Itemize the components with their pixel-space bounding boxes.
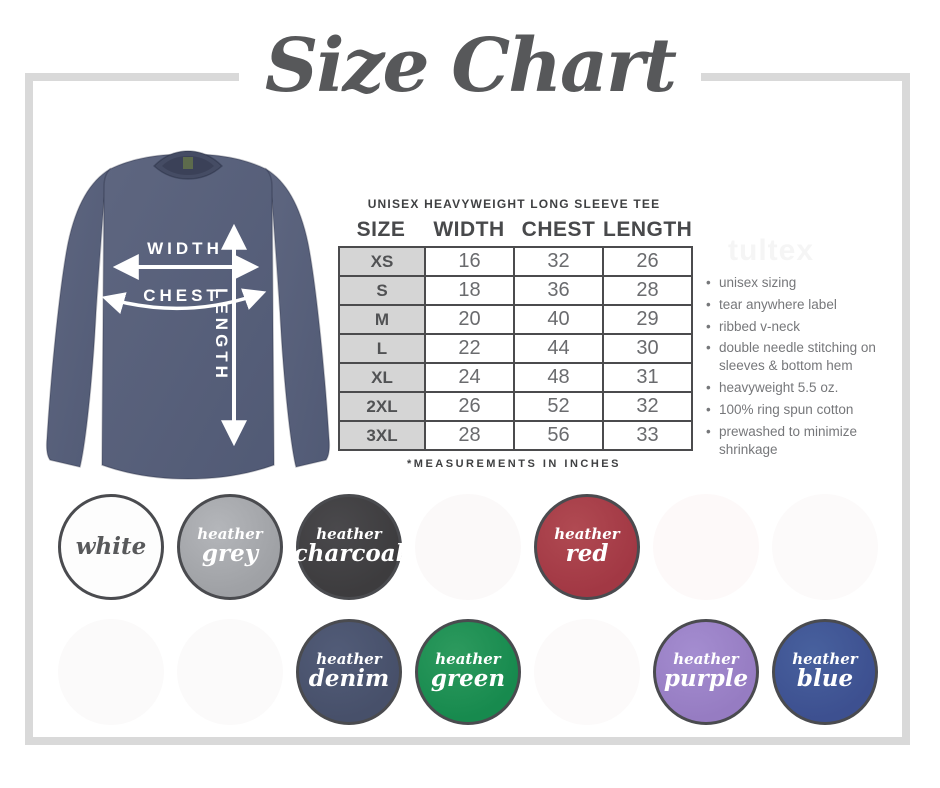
- measurement-cell: 44: [513, 333, 604, 364]
- color-swatch-row-1: white heather grey heather charcoal heather re…: [58, 494, 878, 600]
- swatch-label-prefix: heather: [316, 650, 382, 669]
- swatch-label-prefix: heather: [792, 650, 858, 669]
- feature-item: prewashed to minimize shrinkage: [706, 423, 911, 459]
- faded-color-swatch: [772, 494, 878, 600]
- size-label-cell: XL: [338, 362, 426, 393]
- color-swatch-heather-red: heather red: [534, 494, 640, 600]
- measurement-cell: 16: [424, 246, 515, 277]
- measurement-cell: 26: [424, 391, 515, 422]
- swatch-label: denim: [308, 665, 390, 693]
- feature-item: unisex sizing: [706, 274, 911, 292]
- feature-item: tear anywhere label: [706, 296, 911, 314]
- swatch-label-prefix: heather: [673, 650, 739, 669]
- table-row: L 22 44 30: [338, 333, 693, 364]
- size-label-cell: 2XL: [338, 391, 426, 422]
- color-swatch-white: white: [58, 494, 164, 600]
- measurement-cell: 24: [424, 362, 515, 393]
- color-swatch-heather-green: heather green: [415, 619, 521, 725]
- swatch-label: blue: [796, 665, 854, 693]
- size-label-cell: L: [338, 333, 426, 364]
- measurement-cell: 22: [424, 333, 515, 364]
- measurement-cell: 18: [424, 275, 515, 306]
- feature-item: double needle stitching on sleeves & bot…: [706, 339, 911, 375]
- measurement-cell: 56: [513, 420, 604, 451]
- shirt-right-sleeve: [264, 167, 331, 468]
- size-label-cell: XS: [338, 246, 426, 277]
- swatch-label-prefix: heather: [435, 650, 501, 669]
- measurement-cell: 28: [602, 275, 693, 306]
- color-swatch-heather-charcoal: heather charcoal: [293, 494, 405, 600]
- size-label-cell: 3XL: [338, 420, 426, 451]
- color-swatch-heather-denim: heather denim: [296, 619, 402, 725]
- faded-color-swatch: [415, 494, 521, 600]
- column-header: CHEST: [521, 218, 596, 241]
- length-label: LENGTH: [212, 288, 231, 382]
- measurement-cell: 48: [513, 362, 604, 393]
- long-sleeve-tee-illustration: WIDTH CHEST LENGTH: [45, 150, 331, 480]
- chest-label: CHEST: [143, 286, 221, 305]
- column-header: SIZE: [356, 218, 406, 241]
- swatch-label: purple: [663, 665, 749, 693]
- table-row: S 18 36 28: [338, 275, 693, 306]
- feature-list: unisex sizing tear anywhere label ribbed v…: [706, 274, 911, 462]
- measurement-cell: 26: [602, 246, 693, 277]
- size-label-cell: M: [338, 304, 426, 335]
- brand-watermark: tultex: [728, 234, 815, 267]
- faded-color-swatch: [58, 619, 164, 725]
- color-swatch-row-2: heather denim heather green heather purple hea…: [58, 619, 878, 725]
- swatch-label-prefix: heather: [316, 525, 382, 544]
- faded-color-swatch: [177, 619, 283, 725]
- size-table-body: XS 16 32 26 S 18 36 28 M 20 40 29 L 22 44 30 XL 24 48 31 2XL…: [338, 246, 693, 451]
- table-row: 2XL 26 52 32: [338, 391, 693, 422]
- column-header: LENGTH: [603, 218, 693, 241]
- measurement-cell: 20: [424, 304, 515, 335]
- color-swatch-heather-grey: heather grey: [177, 494, 283, 600]
- measurements-footnote: *MEASUREMENTS IN INCHES: [407, 458, 621, 470]
- shirt-left-sleeve: [45, 167, 112, 468]
- measurement-cell: 29: [602, 304, 693, 335]
- measurement-cell: 32: [513, 246, 604, 277]
- table-row: 3XL 28 56 33: [338, 420, 693, 451]
- shirt-diagram: WIDTH CHEST LENGTH: [38, 143, 338, 488]
- width-label: WIDTH: [147, 239, 223, 258]
- measurement-cell: 52: [513, 391, 604, 422]
- swatch-label: grey: [201, 540, 259, 568]
- page-title: Size Chart: [0, 18, 940, 115]
- size-table: XS 16 32 26 S 18 36 28 M 20 40 29 L 22 44 30 XL 24 48 31 2XL…: [338, 246, 693, 451]
- feature-item: 100% ring spun cotton: [706, 401, 911, 419]
- product-name: UNISEX HEAVYWEIGHT LONG SLEEVE TEE: [367, 197, 661, 211]
- color-swatch-heather-blue: heather blue: [772, 619, 878, 725]
- shirt-body: [101, 153, 275, 480]
- color-swatch-heather-purple: heather purple: [653, 619, 759, 725]
- size-label-cell: S: [338, 275, 426, 306]
- faded-color-swatch: [534, 619, 640, 725]
- table-row: XL 24 48 31: [338, 362, 693, 393]
- swatch-label: charcoal: [293, 540, 405, 568]
- measurement-cell: 28: [424, 420, 515, 451]
- measurement-cell: 40: [513, 304, 604, 335]
- table-row: M 20 40 29: [338, 304, 693, 335]
- page-title-text: Size Chart: [238, 18, 702, 115]
- table-row: XS 16 32 26: [338, 246, 693, 277]
- feature-item: ribbed v-neck: [706, 318, 911, 336]
- column-header: WIDTH: [433, 218, 505, 241]
- feature-item: heavyweight 5.5 oz.: [706, 379, 911, 397]
- swatch-label-prefix: heather: [554, 525, 620, 544]
- swatch-label: green: [430, 665, 506, 693]
- shirt-neck-tag: [183, 157, 193, 169]
- swatch-label: white: [75, 532, 147, 560]
- measurement-cell: 31: [602, 362, 693, 393]
- measurement-cell: 36: [513, 275, 604, 306]
- size-table-header: SIZE WIDTH CHEST LENGTH: [338, 215, 693, 245]
- measurement-cell: 32: [602, 391, 693, 422]
- measurement-cell: 30: [602, 333, 693, 364]
- faded-color-swatch: [653, 494, 759, 600]
- swatch-label: red: [565, 540, 609, 568]
- swatch-label-prefix: heather: [197, 525, 263, 544]
- measurement-cell: 33: [602, 420, 693, 451]
